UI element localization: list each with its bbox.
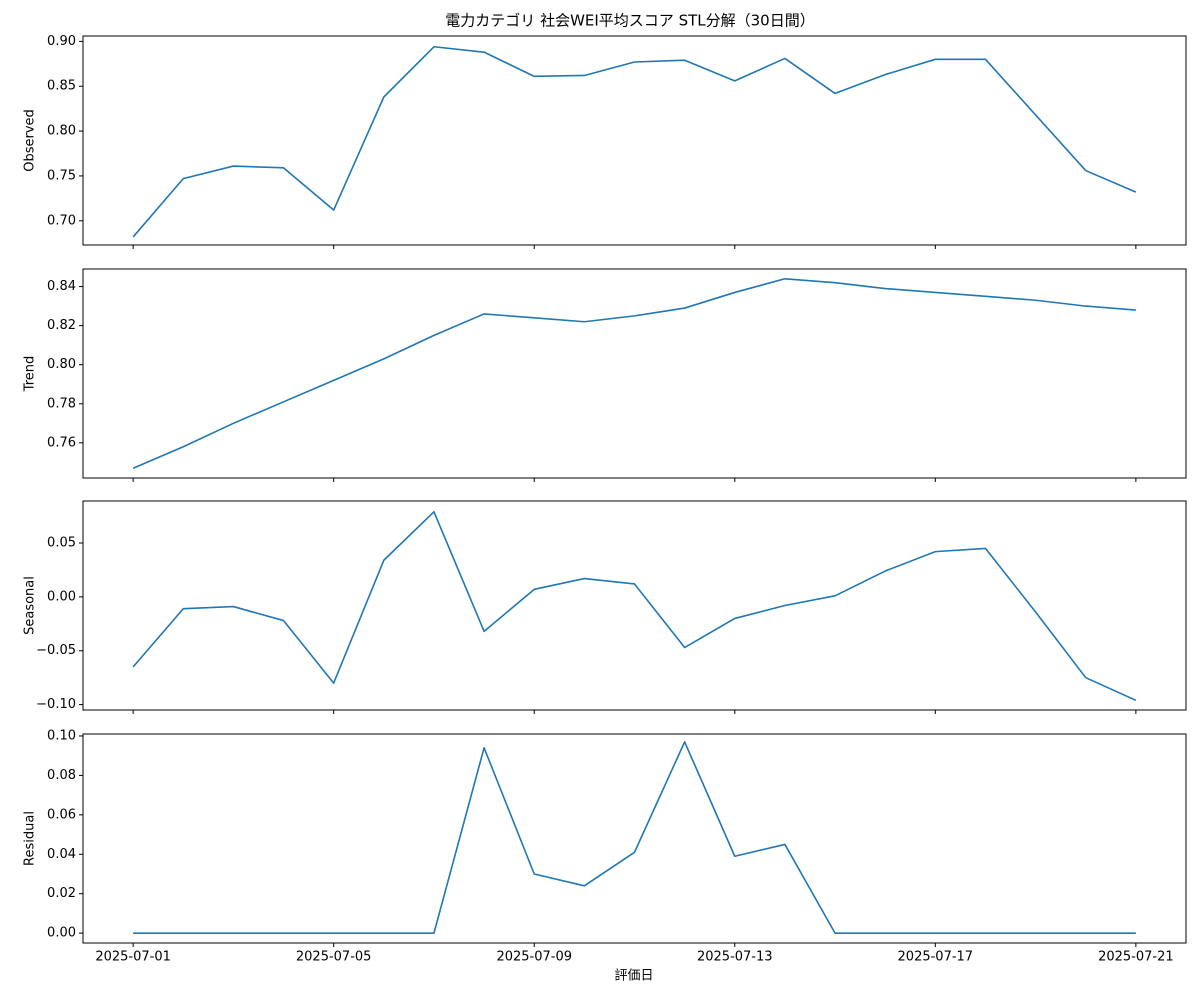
y-tick-label: 0.80 bbox=[47, 357, 76, 372]
y-tick-label: 0.08 bbox=[47, 768, 76, 783]
x-tick-label: 2025-07-09 bbox=[496, 950, 572, 965]
y-tick-label: 0.04 bbox=[47, 847, 76, 862]
axes-frame bbox=[82, 733, 1187, 944]
y-tick-label: 0.78 bbox=[47, 396, 76, 411]
y-tick-label: 0.75 bbox=[47, 168, 76, 183]
y-tick-label: −0.05 bbox=[36, 643, 76, 658]
y-tick-label: 0.02 bbox=[47, 886, 76, 901]
y-tick-label: 0.70 bbox=[47, 213, 76, 228]
axes-frame bbox=[82, 500, 1187, 711]
y-axis-label: Observed bbox=[23, 109, 38, 172]
y-tick-label: 0.76 bbox=[47, 435, 76, 450]
series-line bbox=[132, 277, 1136, 469]
chart-title: 電力カテゴリ 社会WEI平均スコア STL分解（30日間） bbox=[445, 12, 814, 30]
axes-frame bbox=[82, 268, 1187, 479]
y-axis-label: Seasonal bbox=[23, 576, 38, 635]
y-tick-label: 0.06 bbox=[47, 807, 76, 822]
y-tick-label: 0.84 bbox=[47, 279, 76, 294]
x-tick-label: 2025-07-13 bbox=[697, 950, 773, 965]
y-tick-label: 0.80 bbox=[47, 124, 76, 139]
y-tick-label: 0.00 bbox=[47, 589, 76, 604]
series-line bbox=[132, 45, 1137, 238]
y-tick-label: 0.90 bbox=[47, 34, 76, 49]
x-tick-label: 2025-07-05 bbox=[296, 950, 372, 965]
y-tick-label: 0.82 bbox=[47, 318, 76, 333]
series-line bbox=[132, 510, 1137, 702]
y-tick-label: 0.85 bbox=[47, 79, 76, 94]
x-axis-label: 評価日 bbox=[614, 969, 653, 984]
x-tick-label: 2025-07-01 bbox=[95, 950, 171, 965]
x-tick-label: 2025-07-21 bbox=[1098, 950, 1174, 965]
axes-frame bbox=[82, 35, 1187, 246]
y-tick-label: −0.10 bbox=[36, 697, 76, 712]
y-tick-label: 0.10 bbox=[47, 728, 76, 743]
series-line bbox=[133, 741, 1136, 934]
y-axis-label: Residual bbox=[23, 811, 38, 866]
y-tick-label: 0.05 bbox=[47, 536, 76, 551]
y-tick-label: 0.00 bbox=[47, 926, 76, 941]
x-tick-label: 2025-07-17 bbox=[898, 950, 974, 965]
y-axis-label: Trend bbox=[23, 356, 38, 393]
